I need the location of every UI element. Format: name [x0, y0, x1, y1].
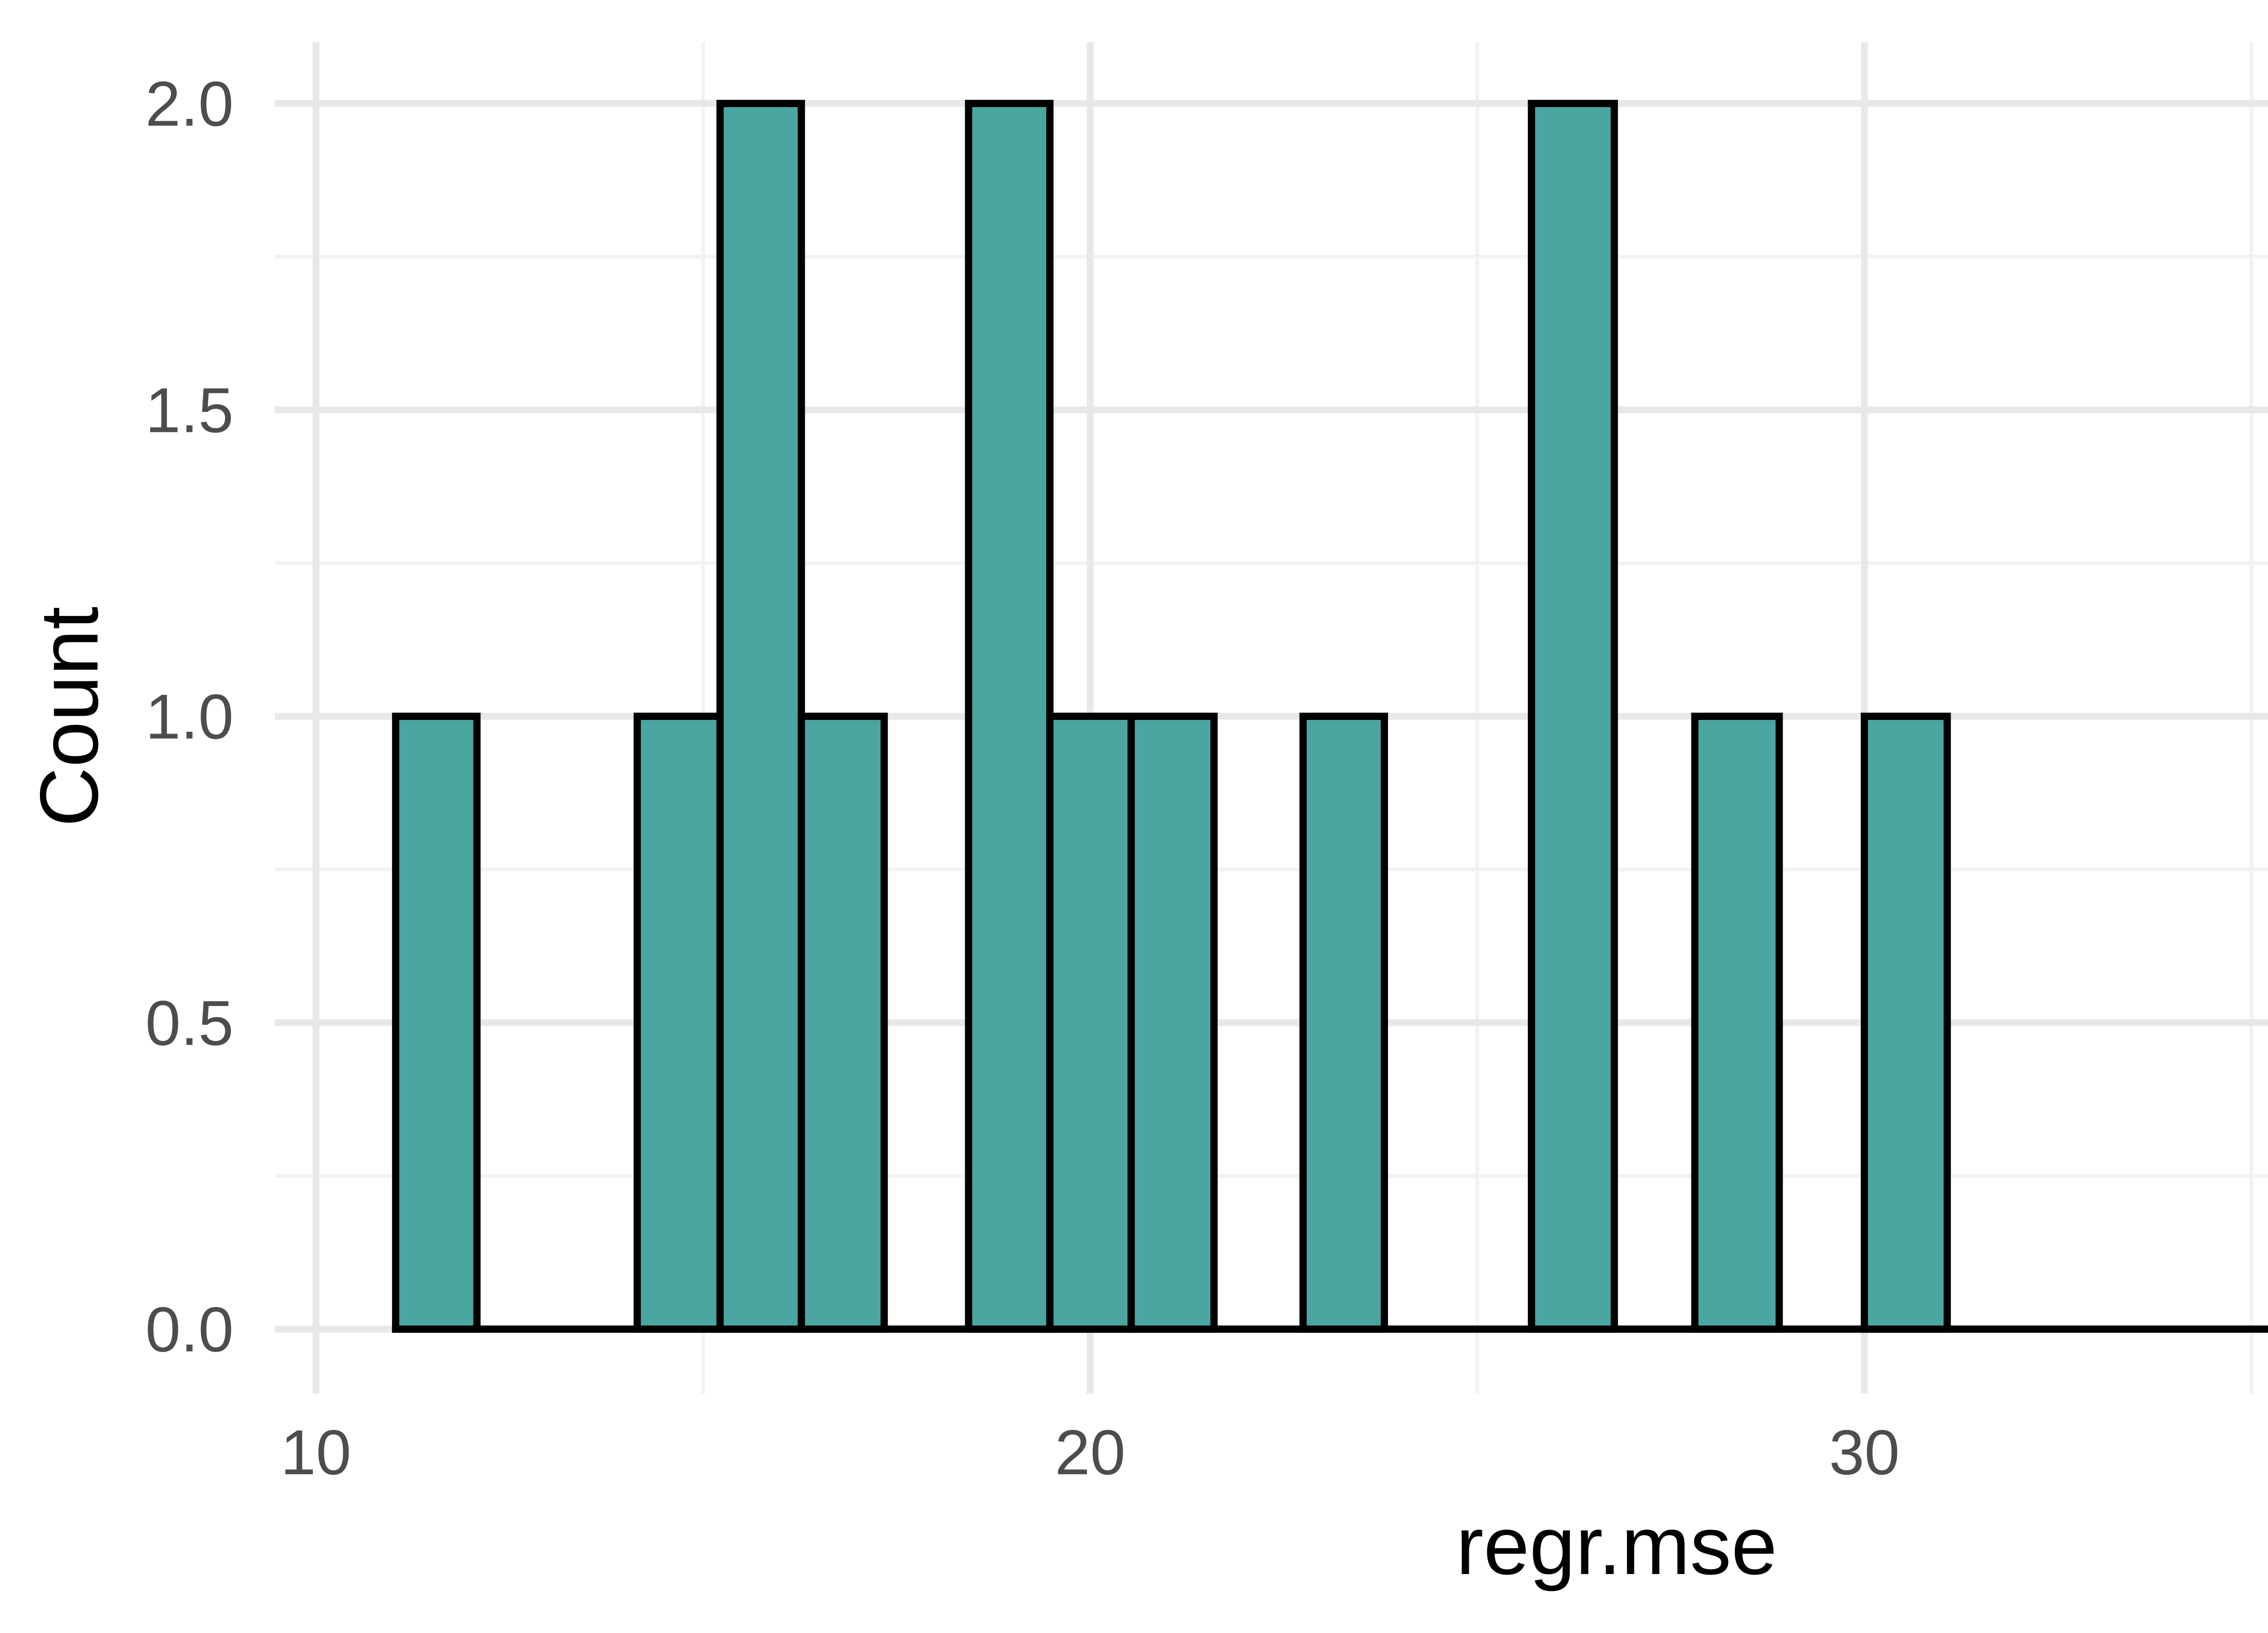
histogram-bar — [1528, 100, 1618, 1333]
histogram-bar — [633, 713, 724, 1333]
histogram-bar — [716, 100, 805, 1333]
histogram-bar — [797, 713, 888, 1333]
histogram-bar — [1127, 713, 1218, 1333]
major-gridlines — [275, 42, 2268, 1393]
histogram-bar — [392, 713, 481, 1333]
histogram-bars — [392, 100, 1951, 1333]
x-axis-title: regr.mse — [1456, 1499, 1777, 1592]
x-tick-label: 10 — [281, 1417, 352, 1488]
x-tick-label: 20 — [1055, 1417, 1125, 1488]
y-tick-label: 2.0 — [145, 68, 234, 139]
histogram-bar — [1299, 713, 1388, 1333]
x-tick-label: 30 — [1829, 1417, 1900, 1488]
y-tick-label: 0.5 — [145, 988, 234, 1059]
y-tick-label: 1.0 — [145, 681, 234, 752]
y-tick-label: 0.0 — [145, 1294, 234, 1365]
histogram-bar — [1046, 713, 1135, 1333]
histogram-bar — [965, 100, 1054, 1333]
histogram-bar — [1691, 713, 1783, 1333]
y-tick-label: 1.5 — [145, 375, 234, 446]
x-axis-tick-labels: 10203040 — [281, 1417, 1900, 1488]
y-axis-title: Count — [23, 606, 115, 827]
y-axis-tick-labels: 0.0 0.5 1.0 1.5 2.0 — [145, 68, 234, 1365]
histogram-bar — [1861, 713, 1951, 1333]
